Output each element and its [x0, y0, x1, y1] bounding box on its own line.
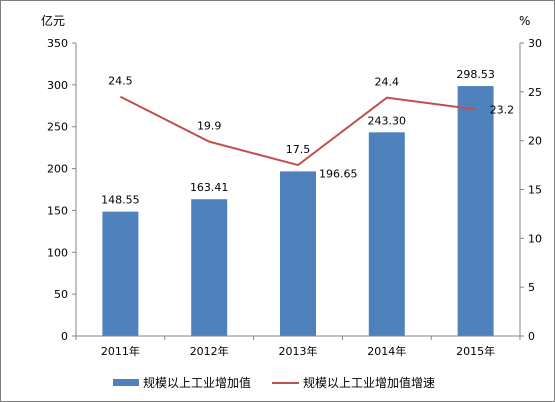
line-data-label: 23.2: [490, 103, 514, 116]
right-tick-label: 0: [528, 330, 535, 343]
x-tick-label: 2014年: [367, 344, 406, 358]
left-tick-label: 0: [61, 330, 68, 343]
left-tick-label: 100: [47, 246, 68, 259]
x-tick-label: 2015年: [456, 344, 495, 358]
legend: 规模以上工业增加值 规模以上工业增加值增速: [113, 375, 435, 390]
right-tick-label: 30: [528, 37, 542, 50]
right-tick-label: 5: [528, 281, 535, 294]
line-data-label: 24.5: [108, 75, 133, 88]
bar-data-label: 163.41: [190, 181, 229, 194]
bar-series: 148.55 163.41 196.65 243.30 298.53: [101, 68, 495, 337]
legend-bar-swatch: [113, 379, 139, 386]
legend-bar-label: 规模以上工业增加值: [143, 375, 251, 390]
left-tick-label: 200: [47, 163, 68, 176]
legend-line-label: 规模以上工业增加值增速: [303, 375, 435, 390]
left-tick-label: 50: [54, 288, 68, 301]
right-axis-unit: %: [519, 14, 530, 28]
x-tick-label: 2011年: [101, 344, 140, 358]
line-path: [119, 95, 476, 167]
left-axis-ticks: 0 50 100 150 200 250 300 350: [47, 37, 76, 343]
bar: [280, 171, 316, 336]
bar: [368, 132, 405, 336]
left-tick-label: 350: [47, 37, 68, 50]
bar-data-label: 148.55: [101, 194, 140, 207]
x-tick-label: 2013年: [279, 344, 318, 358]
line-data-label: 17.5: [286, 143, 311, 156]
left-tick-label: 300: [47, 79, 68, 92]
axes: [75, 43, 521, 337]
line-data-label: 24.4: [375, 76, 400, 89]
x-axis-labels: 2011年 2012年 2013年 2014年 2015年: [75, 336, 521, 358]
right-tick-label: 15: [528, 184, 542, 197]
line-data-label: 19.9: [197, 120, 222, 133]
right-tick-label: 10: [528, 232, 542, 245]
bar: [457, 86, 494, 337]
line-series: 24.5 19.9 17.5 24.4 23.2: [108, 75, 514, 167]
right-axis-ticks: 0 5 10 15 20 25 30: [520, 37, 542, 343]
bar-data-label: 196.65: [319, 167, 358, 180]
left-tick-label: 250: [47, 121, 68, 134]
right-tick-label: 25: [528, 86, 542, 99]
left-tick-label: 150: [47, 204, 68, 217]
bar-data-label: 298.53: [456, 68, 495, 81]
bar: [102, 211, 139, 336]
x-tick-label: 2012年: [190, 344, 229, 358]
bar-data-label: 243.30: [368, 114, 407, 127]
right-tick-label: 20: [528, 135, 542, 148]
bar: [191, 199, 228, 336]
left-axis-unit: 亿元: [41, 13, 65, 28]
